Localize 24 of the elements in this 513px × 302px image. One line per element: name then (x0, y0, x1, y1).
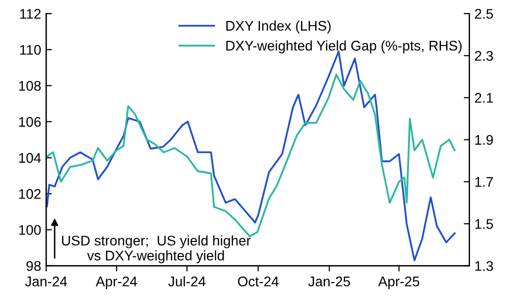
y2-tick-label: 1.3 (475, 261, 493, 271)
y-tick-label: 98 (26, 261, 41, 271)
x-tick-label: Apr-25 (378, 276, 420, 290)
y2-tick-label: 1.7 (475, 177, 493, 187)
y-tick-label: 110 (20, 44, 41, 55)
y-tick-label: 104 (19, 153, 41, 163)
y2-tick-label: 1.5 (475, 219, 493, 229)
y-tick-label: 108 (19, 80, 41, 91)
y2-tick-label: 2.5 (474, 8, 493, 19)
x-tick-label: Jul-24 (168, 276, 206, 286)
y-tick-label: 106 (19, 116, 41, 127)
x-tick-label: Apr-24 (96, 276, 138, 290)
y-tick-label: 100 (19, 225, 41, 235)
annotation: USD stronger; US yield higher vs DXY-weighted yield (62, 235, 251, 264)
x-tick-label: Oct-24 (238, 276, 279, 286)
y-tick-label: 112 (20, 8, 41, 19)
y2-tick-label: 1.9 (475, 135, 493, 145)
y2-tick-label: 2.1 (474, 92, 493, 103)
legend-label: DXY Index (LHS) (226, 20, 331, 34)
x-tick-label: Jan-24 (25, 276, 67, 286)
y2-tick-label: 2.3 (474, 50, 493, 61)
x-tick-label: Jan-25 (308, 276, 350, 286)
legend-label: DXY-weighted Yield Gap (%-pts, RHS) (226, 40, 462, 54)
y-tick-label: 102 (19, 189, 41, 199)
